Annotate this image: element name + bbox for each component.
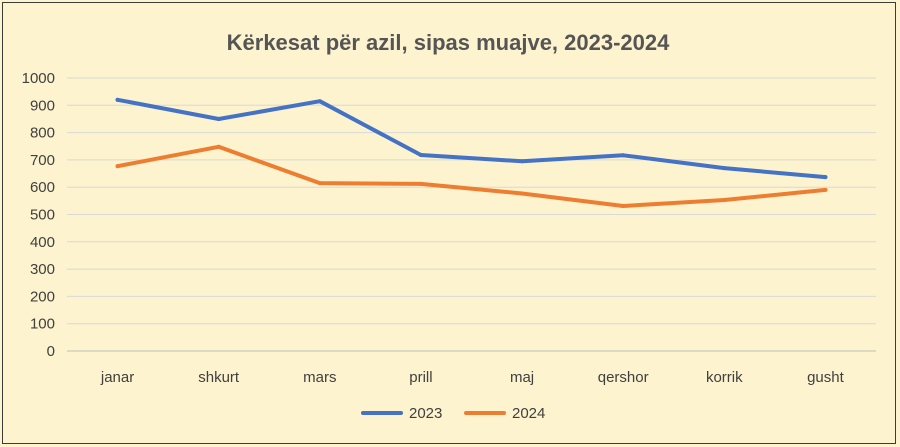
x-tick-label: janar xyxy=(100,369,134,386)
y-tick-label: 600 xyxy=(30,179,55,196)
data-point-2024 xyxy=(621,204,626,209)
grid-layer xyxy=(67,77,876,352)
chart-svg: Kërkesat për azil, sipas muajve, 2023-20… xyxy=(22,30,876,422)
x-axis-ticks: janar shkurt mars prill maj qershor korrik gush… xyxy=(100,369,845,386)
y-tick-label: 400 xyxy=(30,234,55,251)
series-line-2023 xyxy=(115,97,828,180)
x-tick-label: shkurt xyxy=(198,369,240,386)
data-point-2024 xyxy=(216,144,221,149)
y-tick-label: 100 xyxy=(30,316,55,333)
data-point-2023 xyxy=(621,153,626,158)
y-tick-label: 500 xyxy=(30,207,55,224)
y-tick-label: 800 xyxy=(30,125,55,142)
y-tick-label: 700 xyxy=(30,152,55,169)
data-point-2024 xyxy=(520,191,525,196)
data-point-2024 xyxy=(722,198,727,203)
y-tick-label: 300 xyxy=(30,261,55,278)
series-line-2024 xyxy=(115,144,828,208)
legend-label-2023: 2023 xyxy=(409,405,442,422)
data-point-2023 xyxy=(115,97,120,102)
data-point-2023 xyxy=(418,152,423,157)
data-point-2023 xyxy=(216,116,221,121)
series-layer xyxy=(115,97,828,209)
chart-title: Kërkesat për azil, sipas muajve, 2023-20… xyxy=(227,30,670,55)
y-tick-label: 0 xyxy=(47,343,55,360)
y-tick-label: 900 xyxy=(30,97,55,114)
legend: 2023 2024 xyxy=(361,405,545,422)
data-point-2024 xyxy=(115,164,120,169)
y-axis-ticks: 0 100 200 300 400 500 600 700 800 900 1000 xyxy=(22,70,55,360)
data-point-2024 xyxy=(418,181,423,186)
y-tick-label: 200 xyxy=(30,288,55,305)
legend-label-2024: 2024 xyxy=(512,405,545,422)
data-point-2023 xyxy=(722,166,727,171)
data-point-2023 xyxy=(317,99,322,104)
data-point-2024 xyxy=(317,181,322,186)
data-point-2024 xyxy=(823,187,828,192)
x-tick-label: gusht xyxy=(807,369,845,386)
data-point-2023 xyxy=(520,159,525,164)
x-tick-label: maj xyxy=(510,369,534,386)
data-point-2023 xyxy=(823,175,828,180)
y-tick-label: 1000 xyxy=(22,70,55,87)
x-tick-label: prill xyxy=(409,369,432,386)
x-tick-label: korrik xyxy=(706,369,743,386)
x-tick-label: mars xyxy=(303,369,336,386)
x-tick-label: qershor xyxy=(598,369,649,386)
